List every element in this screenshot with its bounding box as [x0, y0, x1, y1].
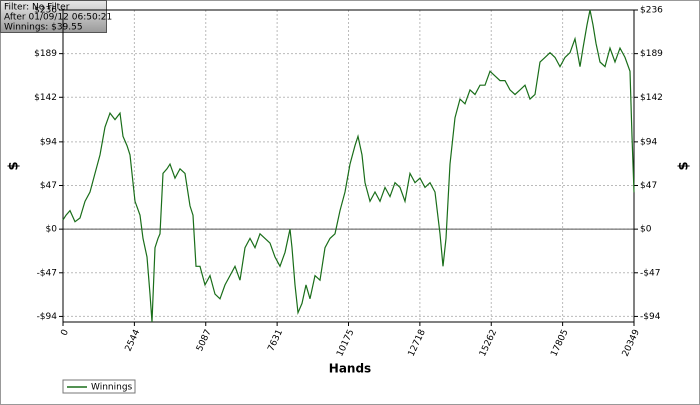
y-tick-label: -$47	[37, 268, 57, 278]
y-tick-label: $189	[34, 49, 57, 59]
x-tick-label: 0	[59, 328, 71, 338]
legend-label: Winnings	[91, 383, 133, 393]
y2-tick-label: -$47	[640, 268, 660, 278]
info-text: After 01/09/12 06:50:21	[4, 13, 112, 23]
y2-tick-label: $236	[640, 6, 663, 16]
series-line	[62, 9, 635, 323]
y2-tick-label: $0	[640, 225, 652, 235]
y-tick-label: $236	[34, 6, 57, 16]
y-axis-title: $	[7, 161, 22, 170]
y2-tick-label: $47	[640, 181, 657, 191]
y2-tick-label: $142	[640, 93, 663, 103]
info-text: Winnings: $39.55	[4, 23, 83, 33]
y2-tick-label: $189	[640, 49, 663, 59]
y2-axis-title: $	[677, 161, 692, 170]
info-box	[0, 0, 107, 33]
y2-tick-label: $94	[640, 137, 657, 147]
y-tick-label: $94	[40, 137, 57, 147]
y-tick-label: $0	[46, 225, 58, 235]
legend-box	[62, 379, 136, 394]
y-tick-label: -$94	[37, 312, 58, 322]
plot-border	[62, 9, 635, 323]
y-tick-label: $142	[34, 93, 57, 103]
y-tick-label: $47	[40, 181, 57, 191]
y2-tick-label: -$94	[640, 312, 661, 322]
info-text: Filter: No Filter	[4, 3, 70, 13]
x-axis-title: Hands	[329, 362, 371, 376]
